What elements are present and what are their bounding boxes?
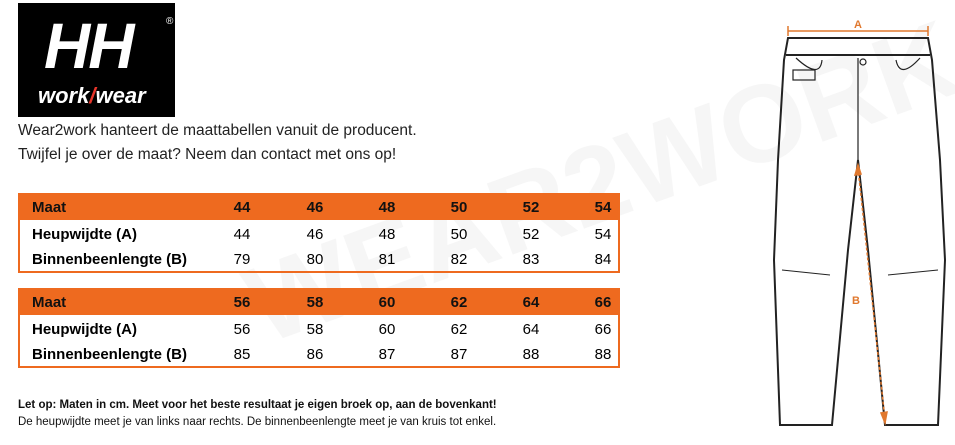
logo-right: wear xyxy=(95,83,146,108)
size-value: 50 xyxy=(450,199,468,216)
size-value: 54 xyxy=(594,199,612,216)
row-label: Maat xyxy=(32,294,67,311)
size-value: 83 xyxy=(522,251,540,268)
size-value: 60 xyxy=(378,321,396,338)
size-value: 46 xyxy=(306,226,324,243)
note: Let op: Maten in cm. Meet voor het beste… xyxy=(18,399,497,411)
size-value: 80 xyxy=(306,251,324,268)
size-value: 85 xyxy=(233,346,251,363)
pants-diagram: A B xyxy=(772,19,947,426)
size-value: 56 xyxy=(233,294,251,311)
size-value: 58 xyxy=(306,294,324,311)
row-label: Binnenbeenlengte (B) xyxy=(32,251,188,268)
size-value: 48 xyxy=(378,199,396,216)
size-value: 54 xyxy=(594,226,612,243)
size-value: 56 xyxy=(233,321,251,338)
size-value: 66 xyxy=(594,294,612,311)
size-value: 79 xyxy=(233,251,251,268)
size-value: 66 xyxy=(594,321,612,338)
size-value: 62 xyxy=(450,321,468,338)
size-value: 86 xyxy=(306,346,324,363)
measure-lines xyxy=(787,26,929,426)
size-value: 87 xyxy=(378,346,396,363)
size-value: 48 xyxy=(378,226,396,243)
size-value: 81 xyxy=(378,251,396,268)
size-value: 87 xyxy=(450,346,468,363)
size-table: Maat 44 46 48 50 52 54 Heupwijdte (A) 44 46 48 50 52… xyxy=(18,193,620,273)
size-value: 64 xyxy=(522,321,540,338)
label-a: A xyxy=(854,19,862,31)
header-row: Maat 44 46 48 50 52 54 xyxy=(20,195,618,220)
note: De heupwijdte meet je van links naar rec… xyxy=(18,416,497,428)
intro-line: Twijfel je over de maat? Neem dan contac… xyxy=(18,146,397,163)
logo-mark: HH xyxy=(44,10,134,82)
size-value: 46 xyxy=(306,199,324,216)
pants-outline xyxy=(772,37,947,426)
logo-left: work xyxy=(38,83,90,108)
intro-line: Wear2work hanteert de maattabellen vanui… xyxy=(18,122,417,139)
size-value: 52 xyxy=(522,226,540,243)
table-row: Heupwijdte (A) 56 58 60 62 64 66 xyxy=(20,317,618,342)
size-value: 84 xyxy=(594,251,612,268)
size-value: 64 xyxy=(522,294,540,311)
logo-text: work/wear xyxy=(38,83,146,108)
row-label: Maat xyxy=(32,199,67,216)
size-value: 88 xyxy=(594,346,612,363)
row-label: Heupwijdte (A) xyxy=(32,321,137,338)
size-value: 62 xyxy=(450,294,468,311)
row-label: Binnenbeenlengte (B) xyxy=(32,346,188,363)
size-table: Maat 56 58 60 62 64 66 Heupwijdte (A) 56 58 60 62 64… xyxy=(18,288,620,368)
logo-registered: ® xyxy=(166,16,174,27)
table-row: Binnenbeenlengte (B) 79 80 81 82 83 84 xyxy=(20,247,618,272)
logo: HH ® work/wear xyxy=(18,3,175,117)
label-b: B xyxy=(852,295,860,307)
size-value: 44 xyxy=(233,199,251,216)
row-label: Heupwijdte (A) xyxy=(32,226,137,243)
size-value: 88 xyxy=(522,346,540,363)
table-row: Heupwijdte (A) 44 46 48 50 52 54 xyxy=(20,222,618,247)
size-value: 52 xyxy=(522,199,540,216)
size-value: 82 xyxy=(450,251,468,268)
size-value: 58 xyxy=(306,321,324,338)
size-value: 60 xyxy=(378,294,396,311)
size-value: 44 xyxy=(233,226,251,243)
header-row: Maat 56 58 60 62 64 66 xyxy=(20,290,618,315)
table-row: Binnenbeenlengte (B) 85 86 87 87 88 88 xyxy=(20,342,618,367)
size-value: 50 xyxy=(450,226,468,243)
